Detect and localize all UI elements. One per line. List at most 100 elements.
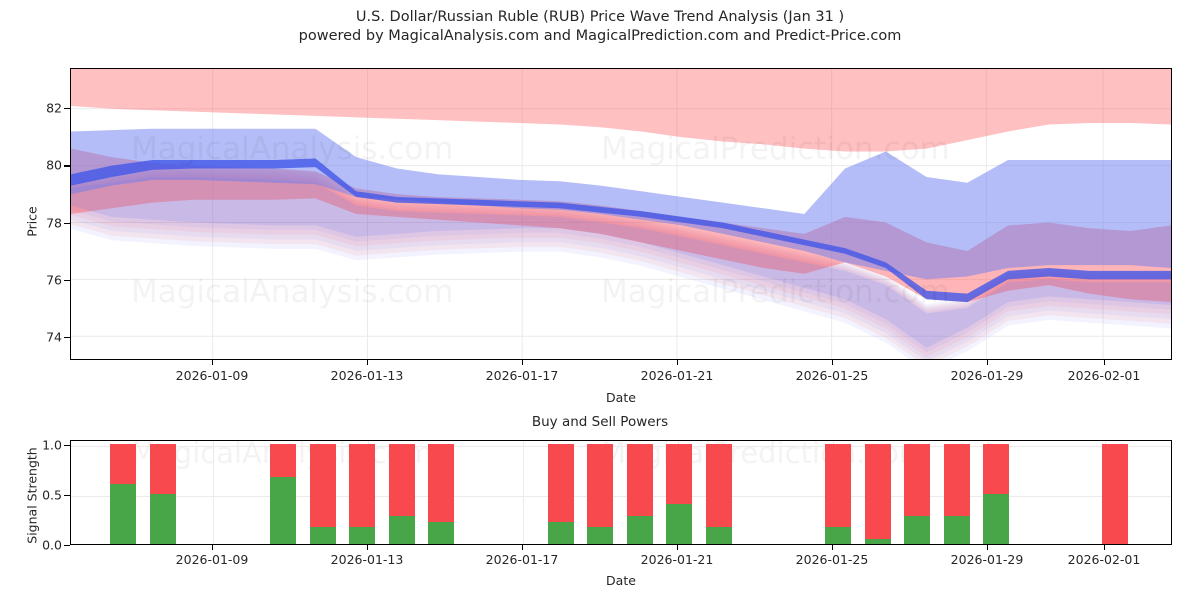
signal-bars-container: [71, 441, 1171, 544]
signal-y-tick: 0.0: [42, 537, 62, 553]
sell-power-segment: [904, 444, 930, 516]
signal-y-axis-label: Signal Strength: [24, 447, 40, 544]
signal-bar[interactable]: [825, 444, 851, 544]
sell-power-segment: [110, 444, 136, 484]
signal-x-tick-mark: [1104, 545, 1106, 550]
signal-bar[interactable]: [627, 444, 653, 544]
signal-bar[interactable]: [389, 444, 415, 544]
buy-power-segment: [944, 516, 970, 544]
signal-x-tick: 2026-01-09: [175, 552, 249, 567]
signal-gridline-vertical: [523, 441, 524, 544]
sell-power-segment: [706, 444, 732, 527]
buy-power-segment: [587, 527, 613, 544]
sell-power-segment: [270, 444, 296, 477]
buy-power-segment: [548, 522, 574, 544]
sell-power-segment: [587, 444, 613, 527]
signal-chart-title: Buy and Sell Powers: [531, 414, 669, 430]
sell-power-segment: [627, 444, 653, 516]
signal-x-tick: 2026-01-29: [950, 552, 1024, 567]
sell-power-segment: [548, 444, 574, 522]
signal-y-tick-mark: [64, 445, 70, 447]
sell-power-segment: [150, 444, 176, 494]
signal-bar[interactable]: [706, 444, 732, 544]
signal-y-tick-mark: [64, 495, 70, 497]
buy-power-segment: [983, 494, 1009, 544]
sell-power-segment: [389, 444, 415, 516]
signal-bar[interactable]: [310, 444, 336, 544]
price-x-tick: 2026-01-13: [330, 368, 404, 383]
signal-bar[interactable]: [548, 444, 574, 544]
price-x-axis-label: Date: [606, 390, 636, 405]
signal-x-tick: 2026-01-21: [640, 552, 714, 567]
signal-x-tick-mark: [677, 545, 679, 550]
sell-power-segment: [825, 444, 851, 527]
signal-x-tick-mark: [522, 545, 524, 550]
price-y-tick-mark: [64, 165, 70, 167]
signal-x-tick: 2026-01-13: [330, 552, 404, 567]
signal-bar[interactable]: [865, 444, 891, 544]
signal-y-tick: 0.5: [42, 487, 62, 503]
price-x-tick-mark: [987, 360, 989, 365]
buy-power-segment: [865, 539, 891, 544]
signal-y-tick: 1.0: [42, 437, 62, 453]
signal-x-tick-mark: [212, 545, 214, 550]
price-x-tick-mark: [212, 360, 214, 365]
signal-bar[interactable]: [428, 444, 454, 544]
buy-power-segment: [428, 522, 454, 544]
sell-power-segment: [865, 444, 891, 539]
signal-bar[interactable]: [944, 444, 970, 544]
buy-power-segment: [150, 494, 176, 544]
signal-bar[interactable]: [904, 444, 930, 544]
buy-power-segment: [706, 527, 732, 544]
signal-bar[interactable]: [270, 444, 296, 544]
signal-bar[interactable]: [666, 444, 692, 544]
signal-chart-axes: MagicalAnalysis.com MagicalPrediction.co…: [70, 440, 1172, 545]
signal-x-axis-label: Date: [606, 573, 636, 588]
signal-bar[interactable]: [1102, 444, 1128, 544]
buy-power-segment: [666, 504, 692, 544]
price-x-tick: 2026-02-01: [1067, 368, 1141, 383]
price-y-tick: 82: [46, 100, 62, 116]
buy-power-segment: [627, 516, 653, 544]
signal-x-tick: 2026-01-25: [795, 552, 869, 567]
buy-power-segment: [825, 527, 851, 544]
signal-x-tick: 2026-01-17: [485, 552, 559, 567]
signal-bar[interactable]: [587, 444, 613, 544]
price-x-tick: 2026-01-29: [950, 368, 1024, 383]
signal-x-tick-mark: [367, 545, 369, 550]
signal-x-tick-mark: [987, 545, 989, 550]
price-x-tick-mark: [367, 360, 369, 365]
price-y-tick-mark: [64, 108, 70, 110]
title-line-primary: U.S. Dollar/Russian Ruble (RUB) Price Wa…: [355, 9, 845, 25]
price-x-tick-mark: [1104, 360, 1106, 365]
buy-power-segment: [349, 527, 375, 544]
signal-bar[interactable]: [110, 444, 136, 544]
price-x-tick: 2026-01-17: [485, 368, 559, 383]
sell-power-segment: [349, 444, 375, 527]
signal-x-tick: 2026-02-01: [1067, 552, 1141, 567]
page-title: U.S. Dollar/Russian Ruble (RUB) Price Wa…: [0, 8, 1200, 46]
price-x-tick-mark: [832, 360, 834, 365]
signal-bar[interactable]: [150, 444, 176, 544]
sell-power-segment: [944, 444, 970, 516]
price-x-tick: 2026-01-25: [795, 368, 869, 383]
price-x-tick: 2026-01-09: [175, 368, 249, 383]
title-line-attribution: powered by MagicalAnalysis.com and Magic…: [298, 28, 902, 44]
price-x-tick: 2026-01-21: [640, 368, 714, 383]
signal-x-tick-mark: [832, 545, 834, 550]
price-x-tick-mark: [677, 360, 679, 365]
price-y-tick: 78: [46, 215, 62, 231]
signal-gridline-vertical: [213, 441, 214, 544]
price-y-tick: 76: [46, 272, 62, 288]
price-y-axis-label: Price: [24, 206, 40, 237]
price-y-tick-mark: [64, 222, 70, 224]
sell-power-segment: [310, 444, 336, 527]
signal-gridline: [71, 446, 1171, 447]
signal-bar[interactable]: [349, 444, 375, 544]
buy-power-segment: [270, 477, 296, 544]
price-y-tick: 74: [46, 329, 62, 345]
sell-power-segment: [428, 444, 454, 522]
buy-power-segment: [110, 484, 136, 544]
signal-bar[interactable]: [983, 444, 1009, 544]
